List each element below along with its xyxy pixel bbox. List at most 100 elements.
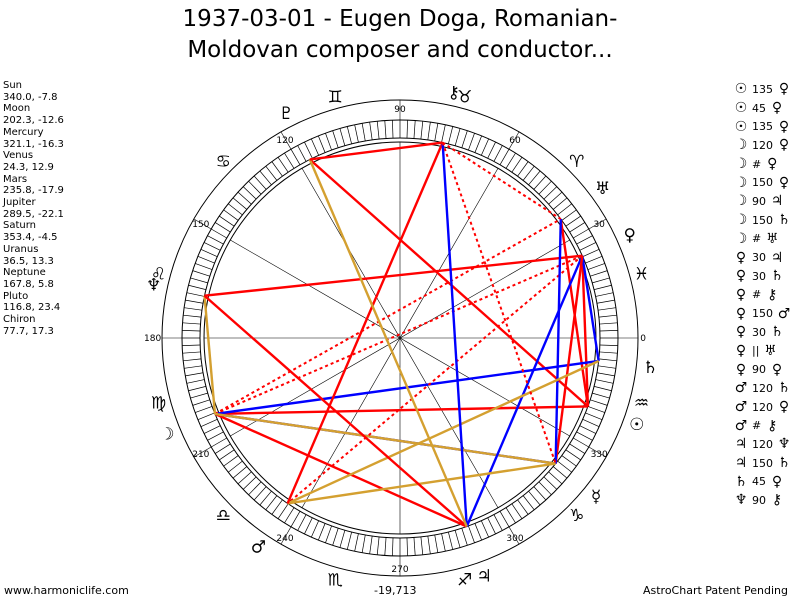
degree-label: 270 — [391, 565, 408, 575]
uranus-icon: ♅ — [595, 179, 610, 199]
sagittarius-sign-icon: ♐ — [457, 570, 472, 590]
degree-tick — [184, 307, 202, 311]
degree-tick — [528, 490, 541, 506]
aspect-line — [203, 295, 217, 414]
degree-label: 60 — [509, 136, 521, 146]
degree-tick — [376, 536, 380, 555]
aspect-planet-1: ♀ — [735, 268, 747, 285]
degree-tick — [265, 165, 278, 181]
position-coords: 235.8, -17.9 — [3, 185, 64, 197]
position-name: Jupiter — [3, 197, 36, 209]
aquarius-sign-icon: ♒ — [634, 394, 649, 414]
aspect-line — [214, 218, 562, 415]
degree-tick — [598, 358, 617, 362]
degree-tick — [232, 197, 248, 210]
moon-icon: ☽ — [159, 425, 174, 445]
degree-tick — [186, 379, 205, 384]
aspect-planet-1: ♀ — [735, 361, 747, 378]
degree-tick — [585, 256, 603, 264]
sign-boundary-tick — [588, 218, 607, 230]
degree-tick — [271, 161, 283, 177]
aspect-line — [465, 255, 584, 527]
aspect-planet-2: ♀ — [778, 118, 790, 135]
degree-tick — [543, 476, 558, 490]
title-line-1: 1937-03-01 - Eugen Doga, Romanian- — [182, 6, 618, 32]
aspect-line — [581, 255, 590, 407]
mars-icon: ♂ — [251, 537, 266, 557]
degree-tick — [448, 531, 454, 550]
degree-tick — [576, 431, 593, 441]
aspect-planet-1: ☽ — [734, 212, 748, 229]
chart-title: 1937-03-01 - Eugen Doga, Romanian- Moldo… — [0, 4, 800, 66]
degree-tick — [392, 537, 394, 556]
title-line-2: Moldovan composer and conductor... — [187, 37, 613, 63]
degree-tick — [183, 358, 202, 362]
scorpio-sign-icon: ♏ — [328, 570, 343, 590]
aspect-row: ♂ 120 ♄ — [732, 379, 793, 398]
degree-tick — [517, 161, 529, 177]
degree-tick — [354, 124, 359, 143]
sign-boundary-tick — [588, 446, 607, 458]
degree-tick — [595, 292, 614, 297]
degree-tick — [533, 175, 547, 190]
position-name: Uranus — [3, 243, 39, 255]
degree-tick — [223, 455, 239, 467]
degree-tick — [538, 180, 552, 195]
degree-tick — [593, 386, 612, 392]
degree-tick — [339, 128, 346, 146]
degree-tick — [548, 471, 563, 485]
aspect-angle: 150 — [752, 213, 773, 227]
degree-tick — [582, 249, 600, 257]
degree-tick — [332, 130, 339, 148]
degree-tick — [259, 170, 272, 186]
degree-tick — [203, 242, 221, 251]
position-coords: 77.7, 17.3 — [3, 325, 54, 337]
aspect-line — [309, 158, 589, 408]
degree-tick — [522, 495, 535, 511]
aspect-planet-2: ♀ — [778, 399, 790, 416]
aspect-angle: 30 — [752, 269, 766, 283]
degree-tick — [468, 525, 475, 543]
degree-tick — [183, 314, 202, 318]
degree-tick — [318, 135, 326, 153]
degree-label: 300 — [506, 534, 523, 544]
degree-tick — [517, 499, 529, 515]
degree-tick — [595, 379, 614, 384]
aspect-row: ♃ 120 ♆ — [732, 435, 793, 454]
degree-tick — [248, 180, 262, 195]
aspect-line — [554, 255, 584, 464]
degree-tick — [304, 517, 313, 535]
degree-tick — [265, 495, 278, 511]
degree-tick — [237, 191, 252, 205]
degree-tick — [242, 186, 257, 200]
aspect-planet-1: ♂ — [734, 380, 748, 397]
sign-boundary-tick — [193, 218, 212, 230]
aspect-row: ♀ 90 ♀ — [732, 360, 793, 379]
aspect-line — [308, 159, 468, 528]
degree-tick — [277, 503, 289, 519]
aspect-planet-1: ☽ — [734, 174, 748, 191]
degree-tick — [311, 520, 319, 538]
aspect-angle: 90 — [752, 363, 766, 377]
degree-tick — [548, 191, 563, 205]
degree-tick — [557, 460, 573, 473]
degree-tick — [227, 460, 243, 473]
aspect-planet-2: ♄ — [777, 212, 791, 229]
aspect-planet-2: ♀ — [778, 174, 790, 191]
degree-label: 150 — [192, 220, 209, 230]
aspect-planet-2: ♀ — [771, 100, 783, 117]
degree-tick — [297, 514, 307, 531]
libra-sign-icon: ♎ — [216, 506, 231, 526]
degree-tick — [557, 203, 573, 216]
degree-tick — [284, 152, 295, 169]
neptune-icon: ♆ — [146, 276, 161, 296]
aspect-row: ♀ || ♅ — [732, 342, 793, 361]
site-link[interactable]: www.harmoniclife.com — [4, 584, 129, 597]
degree-tick — [182, 330, 201, 332]
aspect-planet-2: ♀ — [778, 137, 790, 154]
degree-tick — [596, 299, 615, 304]
degree-tick — [332, 528, 339, 546]
aspect-planet-2: ⚷ — [767, 417, 778, 434]
degree-tick — [192, 399, 210, 406]
aspect-planet-2: ♀ — [771, 361, 783, 378]
